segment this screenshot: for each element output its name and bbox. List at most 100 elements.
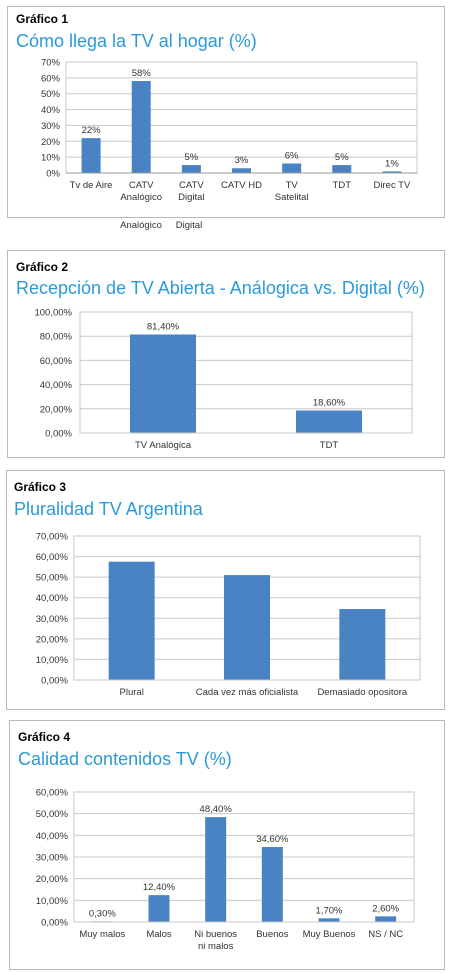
data-label: 2,60%: [372, 903, 399, 914]
y-tick-label: 20,00%: [36, 634, 69, 645]
x-tick-label: Plural: [120, 687, 144, 698]
x-tick-label: NS / NC: [368, 929, 403, 940]
bar: [339, 609, 386, 680]
x-tick-label: TDT: [320, 440, 339, 451]
data-label: 34,60%: [256, 834, 289, 845]
data-label: 81,40%: [147, 322, 180, 333]
bar: [108, 561, 155, 680]
x-tick-label: Direc TV: [374, 180, 411, 191]
x-tick-label: Muy malos: [79, 929, 125, 940]
bar: [296, 410, 362, 433]
x-tick-label: CATV: [129, 180, 154, 191]
y-tick-label: 60,00%: [40, 356, 73, 367]
chart-2-title: Recepción de TV Abierta - Análogica vs. …: [16, 278, 425, 298]
chart-2: 0,00% 20,00% 40,00% 60,00% 80,00% 100,00% 81,4…: [34, 308, 413, 451]
bar: [232, 168, 251, 173]
bar: [332, 165, 352, 173]
data-label: 58%: [132, 68, 152, 79]
overflow-label-analogico: Analógico: [120, 220, 162, 231]
y-tick-label: 70%: [41, 58, 61, 69]
bar: [261, 847, 283, 922]
data-label: 0,30%: [89, 908, 116, 919]
bar: [382, 171, 402, 173]
chart-3-kicker: Gráfico 3: [14, 480, 67, 494]
y-tick-label: 40%: [41, 105, 61, 116]
overflow-label-digital: Digital: [176, 220, 202, 231]
y-tick-label: 20,00%: [36, 874, 69, 885]
x-tick-label: Satelital: [275, 192, 309, 203]
x-tick-label: TDT: [333, 180, 352, 191]
y-tick-label: 10,00%: [36, 896, 69, 907]
x-tick-label: Demasiado opositora: [317, 687, 407, 698]
x-tick-label: Malos: [146, 929, 172, 940]
y-tick-label: 50%: [41, 89, 61, 100]
chart-1-overflow-labels: Analógico Digital: [120, 220, 202, 231]
x-tick-label: Cada vez más oficialista: [196, 687, 299, 698]
x-tick-label: CATV: [179, 180, 204, 191]
bar: [148, 895, 170, 922]
y-tick-label: 10%: [41, 153, 61, 164]
chart-panel-4: [9, 720, 445, 970]
y-tick-label: 40,00%: [40, 380, 73, 391]
x-tick-label: ni malos: [198, 941, 234, 952]
x-tick-label: Digital: [178, 192, 204, 203]
y-tick-label: 80,00%: [40, 332, 73, 343]
chart-1: 0% 10% 20% 30% 40% 50% 60% 70% 22% Tv de Aire 58% C…: [41, 58, 418, 203]
bar: [282, 163, 302, 173]
y-tick-label: 70,00%: [36, 532, 69, 543]
bar: [318, 918, 340, 922]
y-tick-label: 60,00%: [36, 788, 69, 799]
y-tick-label: 100,00%: [34, 308, 72, 319]
chart-1-title: Cómo llega la TV al hogar (%): [16, 31, 257, 51]
y-tick-label: 40,00%: [36, 593, 69, 604]
y-tick-label: 40,00%: [36, 831, 69, 842]
y-tick-label: 0%: [46, 169, 60, 180]
x-tick-label: CATV HD: [221, 180, 262, 191]
chart-1-kicker: Gráfico 1: [16, 12, 69, 26]
y-tick-label: 30%: [41, 121, 61, 132]
x-tick-label: Muy Buenos: [303, 929, 356, 940]
x-tick-label: Buenos: [256, 929, 288, 940]
y-tick-label: 0,00%: [41, 676, 68, 687]
bar: [81, 138, 101, 173]
y-tick-label: 10,00%: [36, 655, 69, 666]
data-label: 6%: [285, 150, 299, 161]
y-tick-label: 50,00%: [36, 573, 69, 584]
chart-3: 0,00% 10,00% 20,00% 30,00% 40,00% 50,00% 60,00…: [36, 532, 421, 698]
chart-panel-1: [7, 6, 445, 218]
y-tick-label: 20%: [41, 137, 61, 148]
x-tick-label: Ni buenos: [194, 929, 237, 940]
data-label: 12,40%: [143, 882, 176, 893]
y-tick-label: 0,00%: [41, 918, 68, 929]
data-label: 22%: [82, 125, 102, 136]
y-tick-label: 60%: [41, 73, 61, 84]
bar: [205, 817, 227, 922]
data-label: 48,40%: [200, 804, 233, 815]
x-tick-label: TV: [286, 180, 299, 191]
bar: [224, 575, 270, 680]
data-label: 1,70%: [316, 905, 343, 916]
chart-4-title: Calidad contenidos TV (%): [18, 749, 232, 769]
chart-4-kicker: Gráfico 4: [18, 730, 71, 744]
data-label: 5%: [335, 152, 349, 163]
bar: [131, 81, 151, 173]
x-tick-label: Tv de Aire: [70, 180, 113, 191]
chart-2-kicker: Gráfico 2: [16, 260, 69, 274]
data-label: 1%: [385, 158, 399, 169]
y-tick-label: 20,00%: [40, 404, 73, 415]
y-tick-label: 30,00%: [36, 853, 69, 864]
x-tick-label: TV Analógica: [135, 440, 192, 451]
data-label: 3%: [235, 155, 249, 166]
bar: [130, 334, 196, 433]
y-tick-label: 50,00%: [36, 809, 69, 820]
y-tick-label: 60,00%: [36, 552, 69, 563]
data-label: 18,60%: [313, 397, 346, 408]
x-tick-label: Analógico: [120, 192, 162, 203]
chart-3-title: Pluralidad TV Argentina: [14, 499, 203, 519]
y-tick-label: 30,00%: [36, 614, 69, 625]
bar: [375, 916, 397, 922]
y-tick-label: 0,00%: [45, 429, 72, 440]
bar: [181, 165, 201, 173]
data-label: 5%: [184, 152, 198, 163]
